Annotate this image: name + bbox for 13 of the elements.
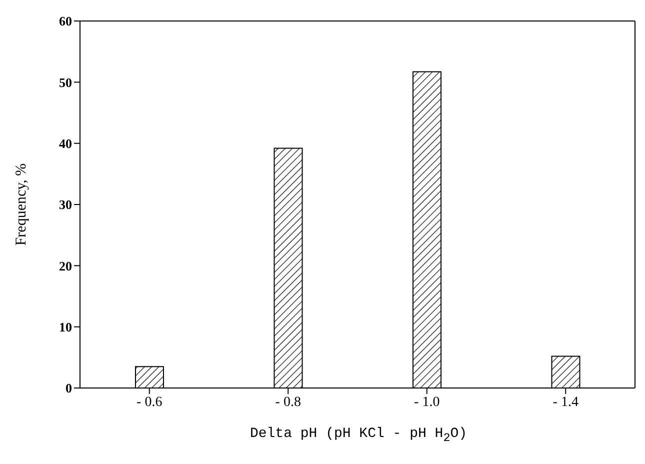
y-tick-label: 50: [59, 74, 72, 90]
x-tick-label: - 0.6: [136, 394, 162, 410]
y-tick-label: 10: [59, 319, 72, 334]
x-tick-label: - 0.8: [275, 394, 301, 410]
x-tick-label: - 1.4: [552, 394, 578, 410]
y-tick-label: 60: [59, 14, 72, 29]
y-tick-label: 40: [59, 136, 72, 151]
x-axis-title: Delta pH (pH KCl - pH H$_{2}$O): [248, 426, 468, 445]
y-tick-label: 0: [66, 380, 72, 396]
y-axis-title: Frequency, %: [13, 163, 30, 246]
y-tick-label: 20: [59, 258, 72, 274]
x-tick-label: - 1.0: [414, 394, 440, 410]
y-tick-label: 30: [59, 197, 72, 212]
